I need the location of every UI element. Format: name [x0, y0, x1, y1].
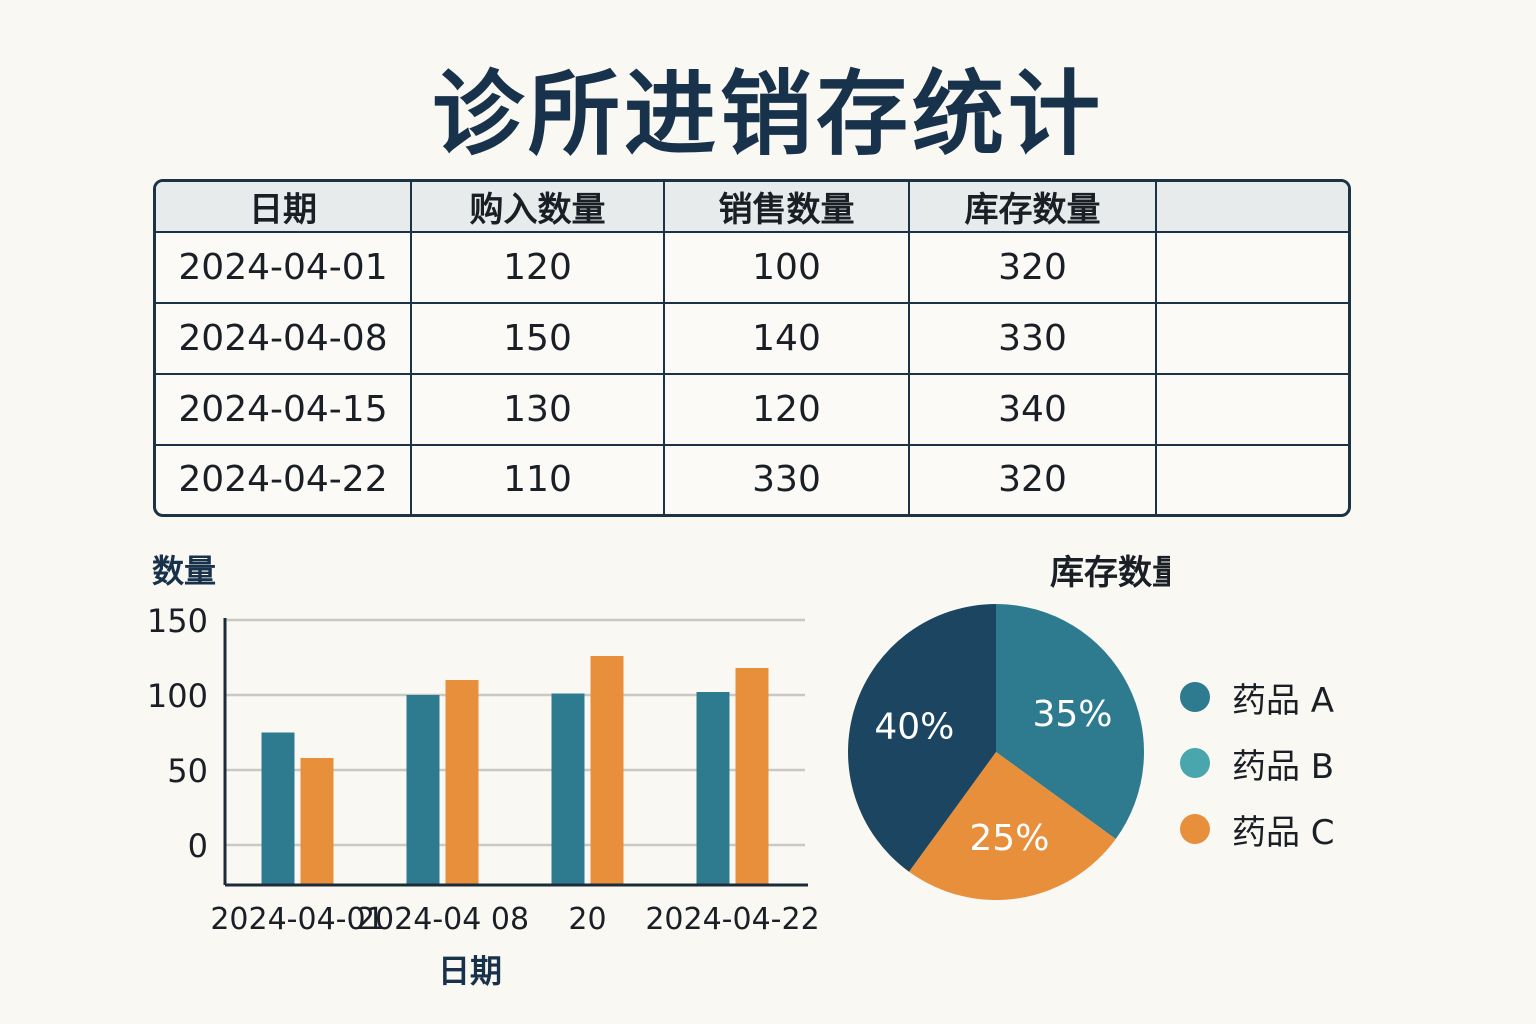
- x-tick-label: 2024-04 08: [356, 902, 529, 937]
- cell-date: 2024-04-01: [156, 231, 412, 304]
- cell-stock: 320: [908, 443, 1157, 514]
- y-tick-label: 50: [167, 752, 208, 790]
- cell-date: 2024-04-08: [156, 301, 412, 375]
- y-tick-label: 150: [147, 602, 208, 640]
- cell-purchase: 130: [410, 372, 665, 446]
- table-row: 2024-04-22 110 330 320: [156, 443, 1348, 514]
- pie-legend: 药品 A 药品 B 药品 C: [1180, 664, 1335, 862]
- bar-orange: [735, 668, 769, 885]
- table-row: 2024-04-01 120 100 320: [156, 231, 1348, 304]
- x-tick-label: 20: [568, 902, 606, 937]
- bar-teal: [261, 732, 295, 885]
- legend-swatch: [1180, 814, 1210, 844]
- legend-swatch: [1180, 682, 1210, 712]
- cell-empty: [1155, 443, 1348, 514]
- page-title: 诊所进销存统计: [431, 61, 1104, 168]
- cell-purchase: 150: [410, 301, 665, 375]
- cell-date: 2024-04-15: [156, 372, 412, 446]
- header-empty: [1155, 182, 1348, 233]
- table-row: 2024-04-15 130 120 340: [156, 372, 1348, 446]
- cell-sales: 330: [663, 443, 910, 514]
- pie-slice: [909, 752, 1116, 900]
- cell-empty: [1155, 372, 1348, 446]
- legend-swatch: [1180, 748, 1210, 778]
- legend-label: 药品 C: [1232, 812, 1335, 853]
- cell-sales: 100: [663, 231, 910, 304]
- header-purchase-qty: 购入数量: [410, 182, 665, 233]
- pie-slice: [847, 604, 996, 872]
- legend-item: 药品 A: [1180, 664, 1335, 730]
- pie-slice-label: 40%: [874, 706, 954, 747]
- table-header-row: 日期 购入数量 销售数量 库存数量: [156, 182, 1348, 233]
- table-row: 2024-04-08 150 140 330: [156, 301, 1348, 375]
- cell-empty: [1155, 231, 1348, 304]
- bar-teal: [406, 695, 440, 885]
- x-tick-label: 2024-04-22: [645, 902, 819, 937]
- x-axis-label: 日期: [438, 952, 502, 990]
- cell-stock: 330: [908, 301, 1157, 375]
- cell-sales: 140: [663, 301, 910, 375]
- cell-empty: [1155, 301, 1348, 375]
- cell-sales: 120: [663, 372, 910, 446]
- y-axis-label: 数量: [152, 552, 216, 590]
- legend-item: 药品 B: [1180, 730, 1335, 796]
- cell-stock: 320: [908, 231, 1157, 304]
- pie-slice-label: 35%: [1032, 694, 1112, 735]
- pie-title: 库存数量: [1050, 553, 1170, 593]
- y-tick-label: 0: [188, 827, 208, 865]
- legend-label: 药品 B: [1232, 746, 1335, 787]
- bar-teal: [696, 692, 730, 885]
- pie-slice: [996, 604, 1144, 839]
- pie-chart: 库存数量 35% 25% 40%: [847, 553, 1170, 900]
- bar-orange: [300, 758, 334, 885]
- bar-teal: [551, 693, 585, 885]
- legend-item: 药品 C: [1180, 796, 1335, 862]
- cell-purchase: 110: [410, 443, 665, 514]
- header-date: 日期: [156, 182, 412, 233]
- cell-purchase: 120: [410, 231, 665, 304]
- inventory-table: 日期 购入数量 销售数量 库存数量 2024-04-01 120 100 320…: [153, 179, 1351, 517]
- legend-label: 药品 A: [1232, 680, 1335, 721]
- cell-date: 2024-04-22: [156, 443, 412, 514]
- header-sales-qty: 销售数量: [663, 182, 910, 233]
- bar-orange: [445, 680, 479, 885]
- header-stock-qty: 库存数量: [908, 182, 1157, 233]
- cell-stock: 340: [908, 372, 1157, 446]
- bar-orange: [590, 656, 624, 885]
- y-tick-label: 100: [147, 677, 208, 715]
- pie-slice-label: 25%: [969, 818, 1049, 859]
- x-tick-label: 2024-04-01: [210, 902, 384, 937]
